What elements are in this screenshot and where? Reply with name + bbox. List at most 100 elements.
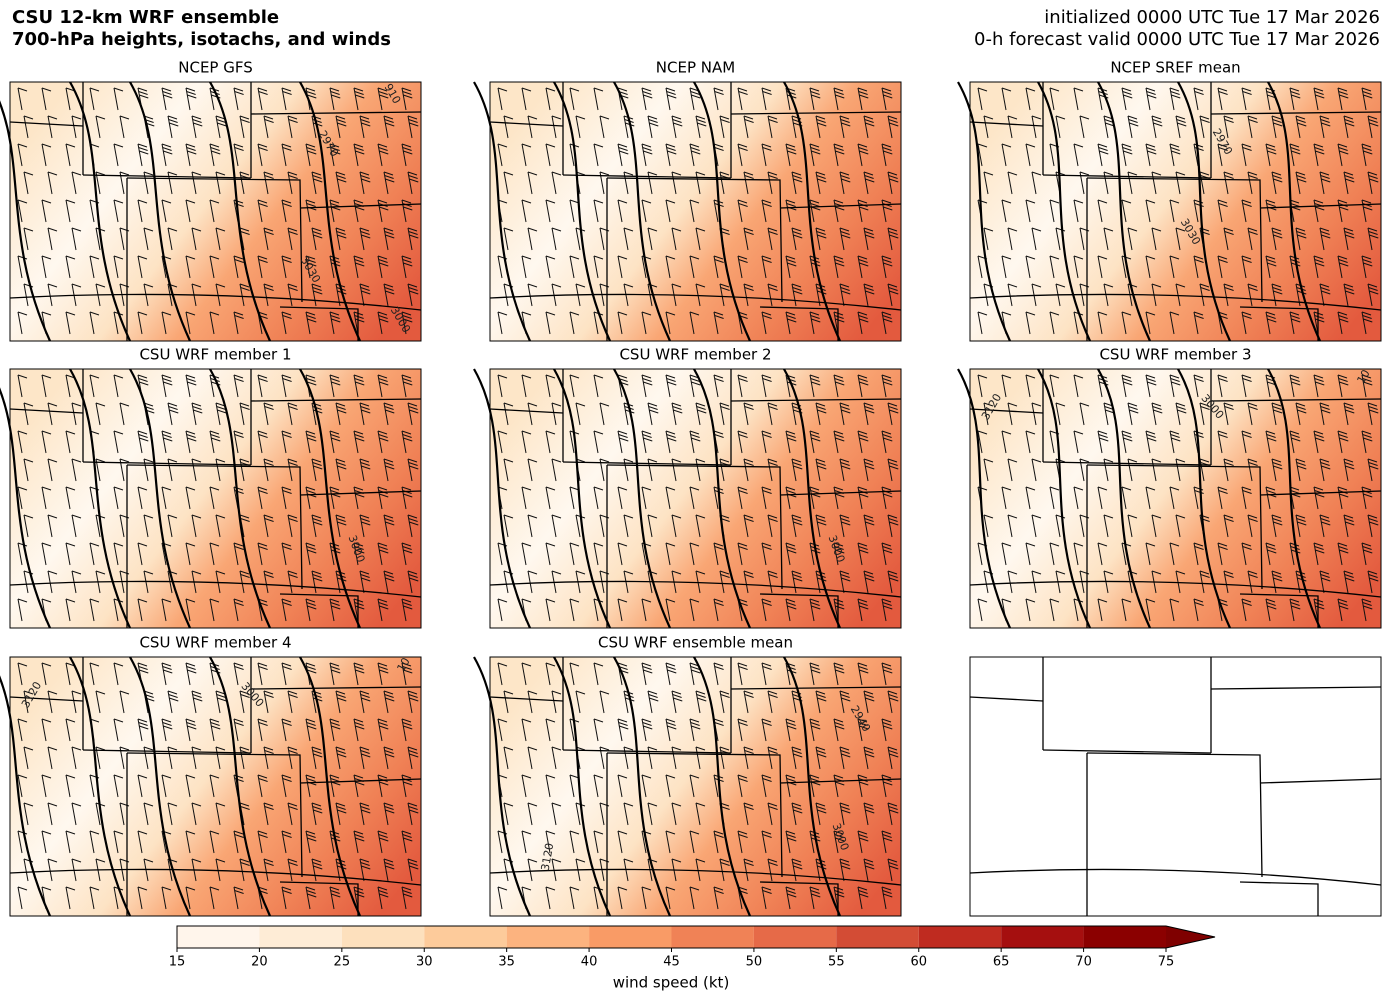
wind-barb [209,830,215,854]
wind-barb-feather [311,802,322,807]
wind-barb-feather [1055,227,1066,232]
wind-barb-feather [282,203,292,207]
wind-barb-feather [527,402,538,407]
wind-barb [497,311,503,335]
wind-barb-feather [113,199,124,204]
wind-barb-feather [408,287,418,291]
wind-barb [1007,171,1013,195]
wind-barb-feather [888,574,898,578]
wind-barb [215,802,221,826]
wind-barb-feather [1272,231,1282,235]
wind-barb-feather [215,402,226,407]
wind-barb-feather [1079,458,1090,463]
wind-barb-feather [737,718,748,723]
wind-barb [527,458,533,482]
wind-barb [185,199,191,223]
wind-barb-feather [95,458,106,463]
wind-barb [1121,311,1127,335]
wind-barb [167,514,173,538]
wind-barb-feather [305,374,316,379]
wind-barb-feather [673,409,683,414]
valid-time: 0-h forecast valid 0000 UTC Tue 17 Mar 2… [974,29,1380,50]
wind-barb-feather [263,514,274,519]
wind-barb-feather [240,119,250,123]
wind-barb-feather [719,171,730,176]
wind-barb [503,227,509,251]
wind-barb-feather [889,809,899,814]
wind-barb-feather [264,862,274,866]
wind-barb-feather [383,802,394,807]
wind-barb-feather [1175,514,1186,519]
wind-barb-feather [161,374,172,379]
wind-barb-feather [859,781,869,786]
wind-barb-feather [887,171,898,176]
wind-barb-feather [191,171,202,176]
wind-barb [527,227,533,251]
wind-barb-feather [313,521,323,526]
wind-barb-feather [215,227,226,232]
wind-barb-feather [551,570,562,575]
wind-barb-feather [643,94,653,99]
wind-barb-feather [882,546,892,550]
wind-barb-feather [768,862,778,866]
state-border [9,868,422,886]
wind-barb-feather [817,753,827,758]
wind-barb-feather [1362,378,1372,382]
wind-barb-feather [671,690,682,695]
wind-barb-feather [1361,87,1372,92]
wind-barb-feather [287,514,298,519]
wind-barb-feather [840,287,850,291]
wind-barb-feather [642,434,652,438]
wind-barb-feather [1177,409,1187,414]
wind-barb-feather [834,91,844,95]
wind-barb-feather [1363,206,1373,211]
wind-barb-feather [215,283,226,288]
wind-barb-feather [785,311,796,316]
wind-barb-feather [143,858,154,863]
wind-barb-feather [691,150,701,155]
wind-barb-feather [834,666,844,670]
wind-barb [983,402,989,426]
wind-barb-feather [859,725,869,730]
wind-barb-feather [744,287,754,291]
wind-barb [1097,199,1103,223]
wind-barb [1073,374,1079,398]
wind-barb-feather [1369,409,1379,414]
wind-barb-feather [1320,406,1330,410]
wind-barb-feather [714,890,724,894]
wind-barb-feather [881,886,892,891]
wind-barb [665,598,671,622]
wind-barb [647,514,653,538]
wind-barb-feather [623,458,634,463]
wind-barb-feather [1321,521,1331,526]
wind-barb-feather [1145,143,1156,148]
wind-barb-feather [311,858,322,863]
wind-barb-feather [1122,91,1132,95]
wind-barb [1121,199,1127,223]
wind-barb-feather [665,311,676,316]
wind-barb-feather [185,662,196,667]
title-line: 700-hPa heights, isotachs, and winds [12,29,391,50]
wind-barb-feather [809,886,820,891]
wind-barb-feather [258,834,268,838]
wind-barb-feather [714,315,724,319]
wind-barb-feather [1273,521,1283,526]
wind-barb-feather [337,521,347,526]
wind-barb [1145,598,1151,622]
wind-barb-feather [1319,570,1330,575]
map-frame [969,656,1382,917]
wind-barb-feather [264,287,274,291]
wind-barb [23,746,29,770]
wind-barb-feather [313,409,323,414]
wind-barb-feather [665,774,676,779]
wind-barb-feather [840,694,850,698]
wind-barb-feather [864,231,874,235]
wind-barb-feather [810,203,820,207]
wind-barb-feather [863,115,874,120]
wind-barb-feather [306,890,316,894]
wind-barb [1001,374,1007,398]
wind-barb-feather [167,802,178,807]
wind-barb-feather [521,598,532,603]
wind-barb-feather [263,171,274,176]
